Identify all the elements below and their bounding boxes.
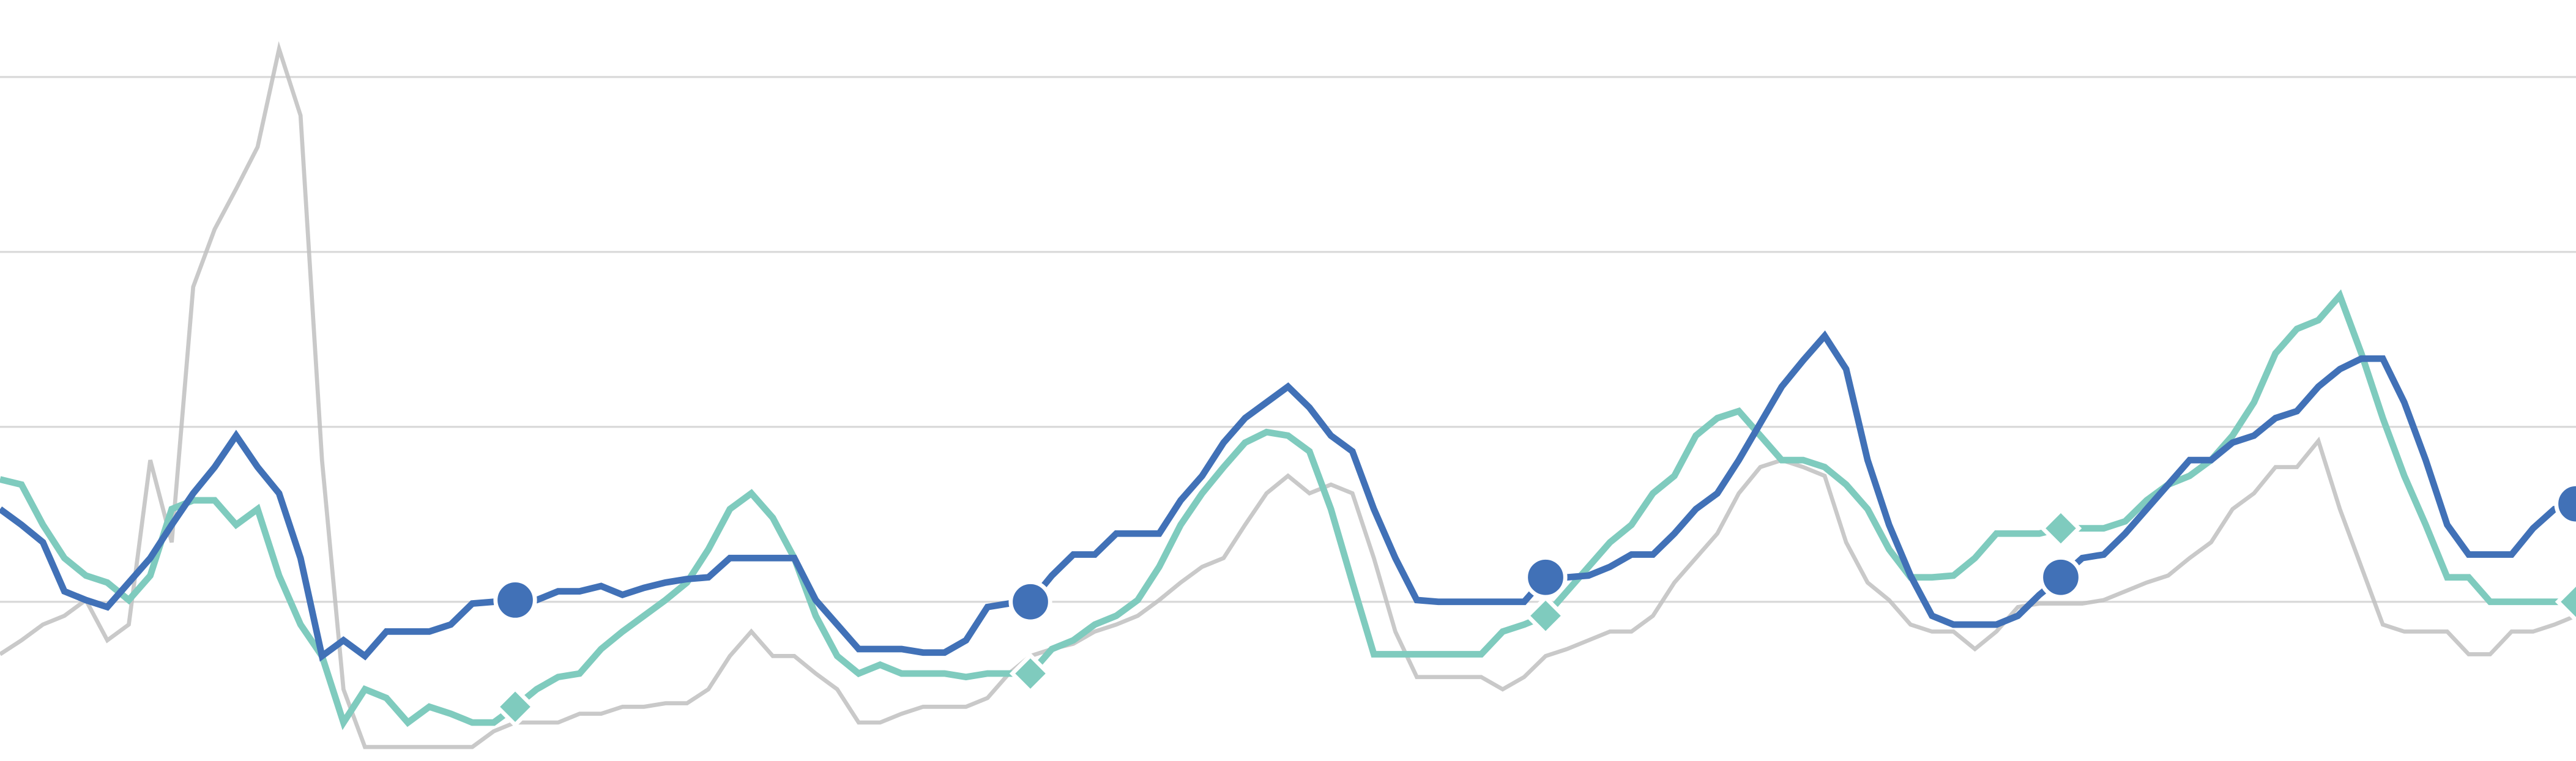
marker — [1524, 555, 1568, 600]
series-line — [0, 330, 2576, 662]
marker — [493, 578, 537, 622]
marker — [2039, 507, 2082, 549]
marker — [1524, 595, 1567, 637]
series-line — [0, 41, 2576, 749]
grid — [0, 76, 2576, 603]
series-line — [0, 289, 2576, 730]
marker — [1008, 580, 1052, 624]
marker — [2554, 482, 2576, 526]
marker — [494, 686, 537, 728]
marker — [1009, 652, 1052, 695]
plot-area — [0, 41, 2576, 749]
marker — [2555, 581, 2576, 623]
marker — [2039, 555, 2083, 600]
